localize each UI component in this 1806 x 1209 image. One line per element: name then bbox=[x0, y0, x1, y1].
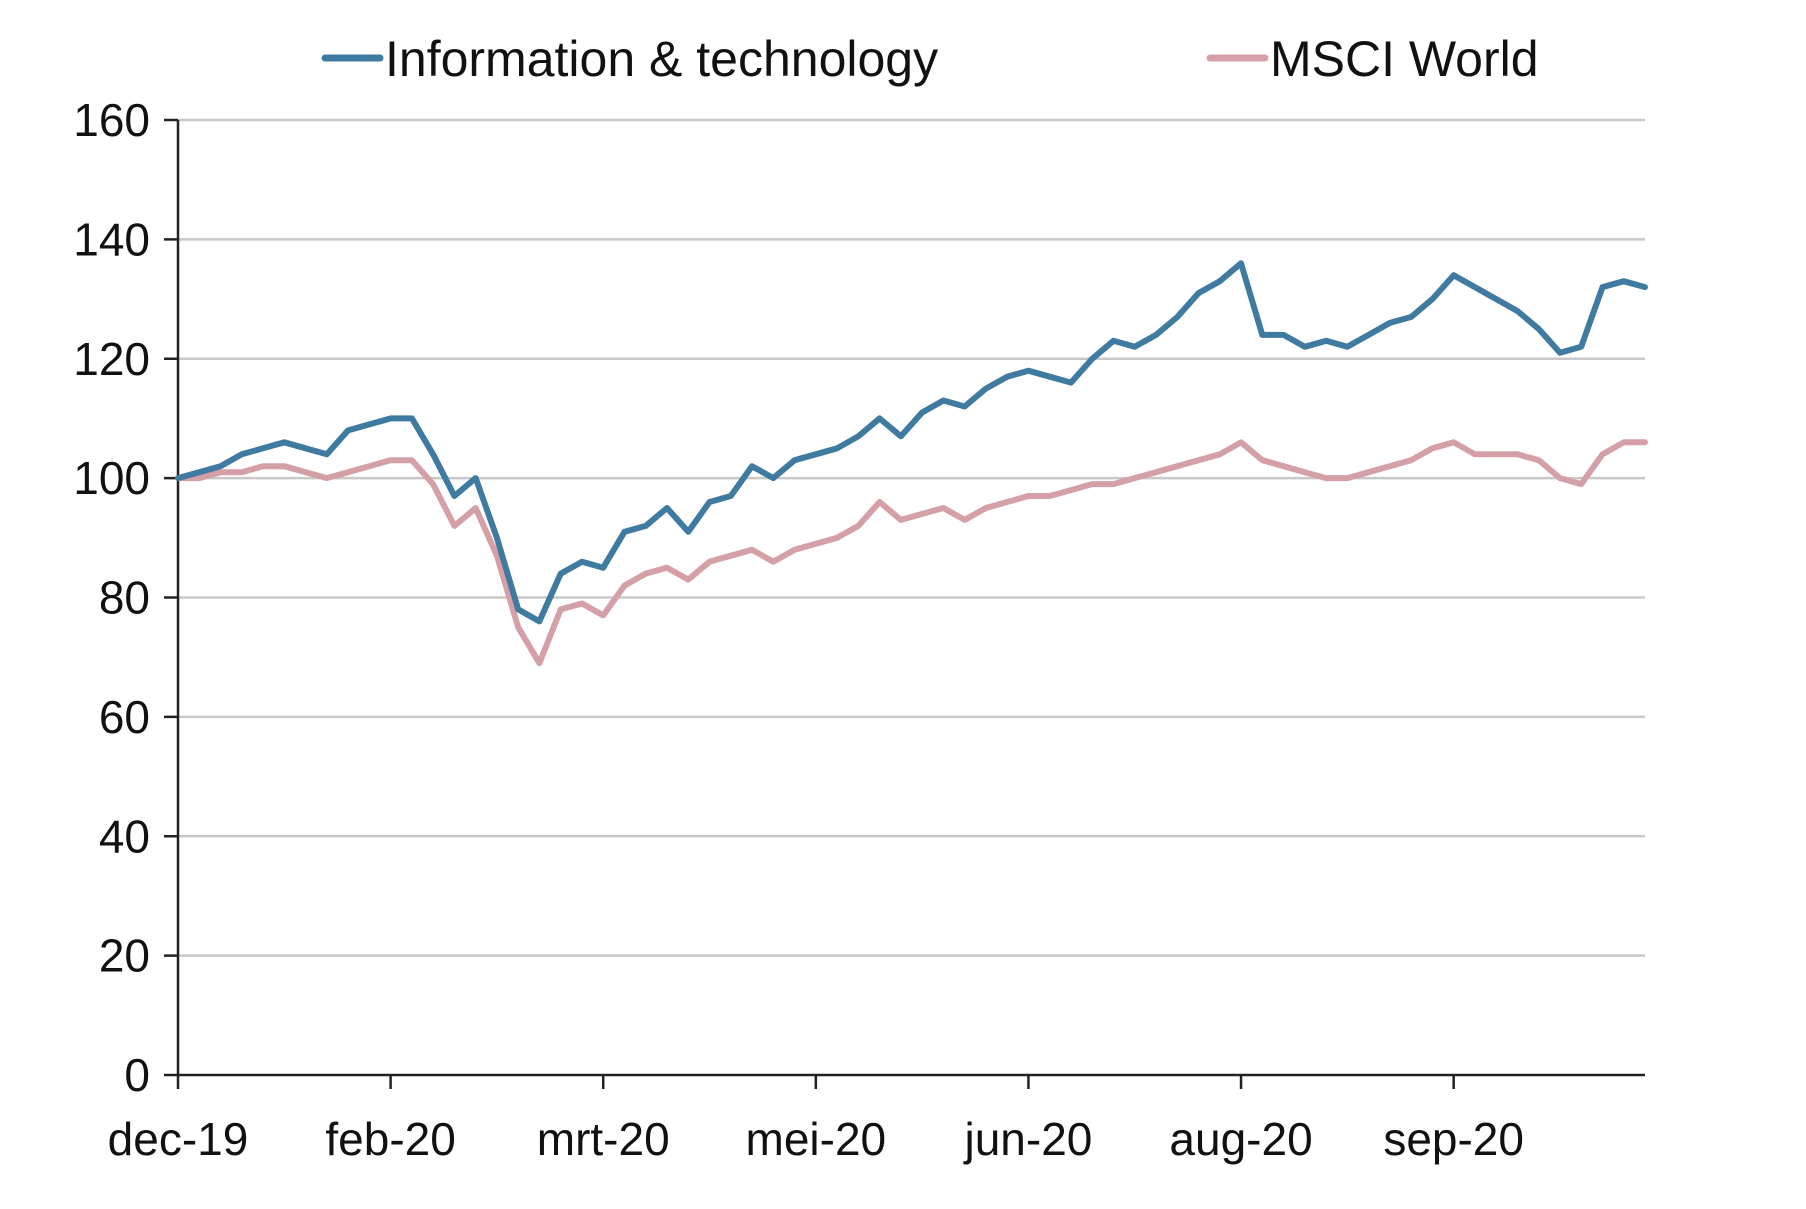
y-tick-label: 40 bbox=[99, 810, 150, 862]
y-tick-label: 20 bbox=[99, 930, 150, 982]
x-tick-label: dec-19 bbox=[108, 1113, 249, 1165]
x-tick-label: aug-20 bbox=[1169, 1113, 1312, 1165]
gridlines bbox=[178, 118, 1645, 957]
legend-label: Information & technology bbox=[385, 31, 938, 87]
legend: Information & technology MSCI World bbox=[321, 31, 1539, 87]
legend-item-information-technology: Information & technology bbox=[321, 31, 938, 87]
x-tick-label: mei-20 bbox=[746, 1113, 887, 1165]
y-tick-label: 0 bbox=[124, 1049, 150, 1101]
x-axis-ticks: dec-19 feb-20 mrt-20 mei-20 jun-20 aug-20 sep-… bbox=[108, 1075, 1524, 1165]
series-lines bbox=[175, 260, 1648, 667]
y-tick-label: 160 bbox=[73, 94, 150, 146]
x-tick-label: mrt-20 bbox=[537, 1113, 670, 1165]
y-tick-label: 120 bbox=[73, 333, 150, 385]
x-tick-label: sep-20 bbox=[1383, 1113, 1524, 1165]
x-tick-label: feb-20 bbox=[325, 1113, 455, 1165]
y-tick-label: 140 bbox=[73, 213, 150, 265]
x-tick-label: jun-20 bbox=[962, 1113, 1092, 1165]
series-line-information-technology bbox=[175, 260, 1648, 625]
legend-item-msci-world: MSCI World bbox=[1206, 31, 1539, 87]
y-axis-ticks: 0 20 40 60 80 100 120 140 160 bbox=[73, 94, 178, 1101]
y-tick-label: 80 bbox=[99, 572, 150, 624]
y-tick-label: 100 bbox=[73, 452, 150, 504]
series-line-msci-world bbox=[175, 439, 1648, 667]
legend-label: MSCI World bbox=[1270, 31, 1539, 87]
y-tick-label: 60 bbox=[99, 691, 150, 743]
